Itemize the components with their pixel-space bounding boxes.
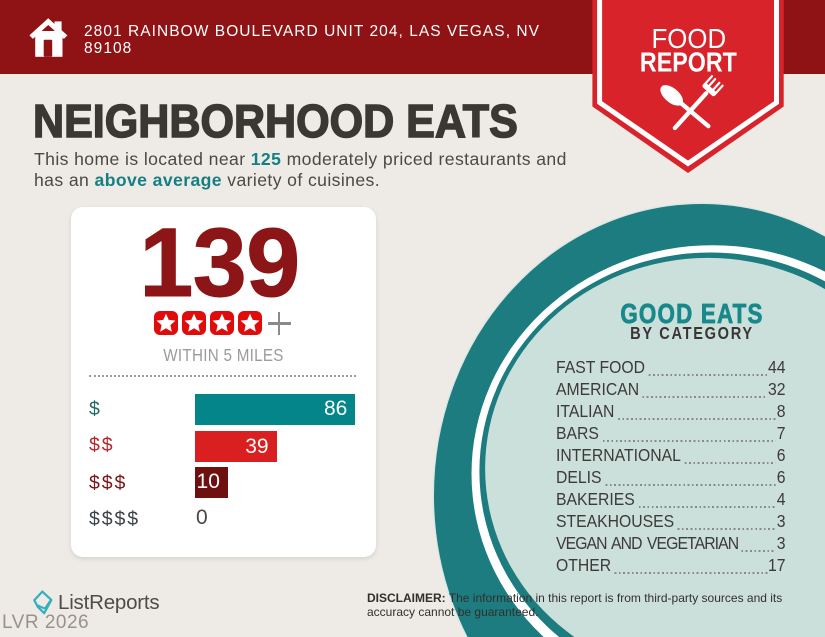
svg-text:REPORT: REPORT — [640, 47, 737, 78]
svg-text:FOOD: FOOD — [652, 23, 727, 54]
